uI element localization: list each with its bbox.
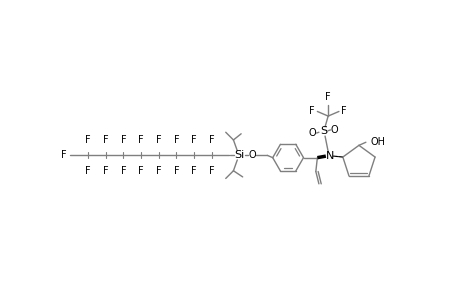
- Text: N: N: [325, 151, 333, 161]
- Text: OH: OH: [369, 137, 385, 147]
- Text: F: F: [309, 106, 314, 116]
- Text: O: O: [330, 125, 337, 135]
- Text: F: F: [173, 166, 179, 176]
- Text: F: F: [156, 135, 161, 145]
- Text: F: F: [156, 166, 161, 176]
- Text: F: F: [85, 166, 90, 176]
- Text: F: F: [85, 135, 90, 145]
- Text: F: F: [138, 166, 144, 176]
- Text: F: F: [61, 150, 66, 160]
- Text: F: F: [102, 166, 108, 176]
- Text: F: F: [341, 106, 346, 116]
- Text: F: F: [208, 166, 214, 176]
- Text: F: F: [138, 135, 144, 145]
- Text: F: F: [120, 135, 126, 145]
- Text: S: S: [319, 127, 326, 136]
- Text: F: F: [325, 92, 330, 102]
- Text: F: F: [191, 166, 196, 176]
- Text: O: O: [247, 150, 255, 160]
- Text: Si: Si: [234, 150, 244, 160]
- Text: F: F: [208, 135, 214, 145]
- Text: F: F: [173, 135, 179, 145]
- Text: O: O: [308, 128, 316, 138]
- Text: F: F: [102, 135, 108, 145]
- Text: F: F: [120, 166, 126, 176]
- Text: F: F: [191, 135, 196, 145]
